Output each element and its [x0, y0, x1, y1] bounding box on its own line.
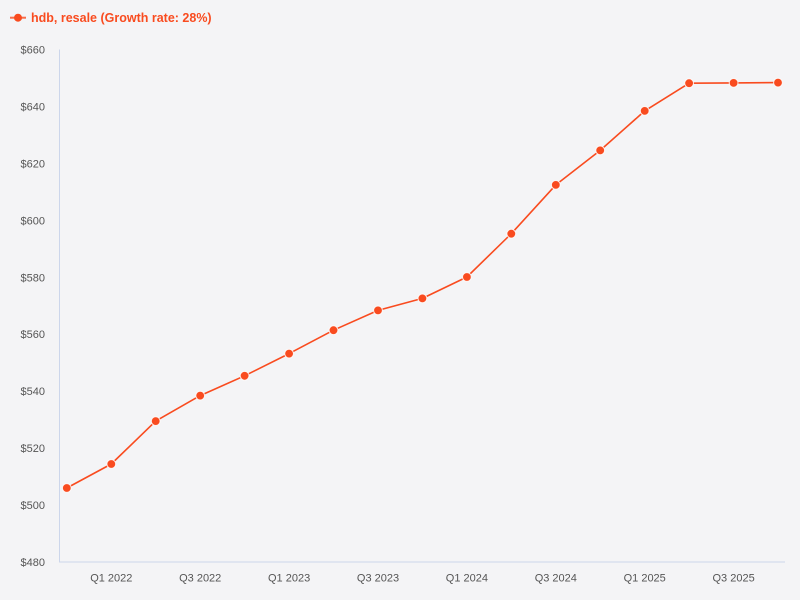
- svg-text:Q3 2025: Q3 2025: [712, 572, 754, 584]
- svg-text:Q1 2024: Q1 2024: [446, 572, 488, 584]
- svg-text:$660: $660: [21, 45, 45, 57]
- svg-text:$640: $640: [21, 102, 45, 114]
- svg-text:$560: $560: [21, 329, 45, 341]
- svg-text:Q3 2024: Q3 2024: [535, 572, 577, 584]
- svg-text:Q1 2023: Q1 2023: [268, 572, 310, 584]
- svg-text:$580: $580: [21, 272, 45, 284]
- svg-text:Q1 2025: Q1 2025: [624, 572, 666, 584]
- svg-text:$540: $540: [21, 386, 45, 398]
- svg-text:Q3 2022: Q3 2022: [179, 572, 221, 584]
- svg-text:Q1 2022: Q1 2022: [90, 572, 132, 584]
- svg-text:$500: $500: [21, 500, 45, 512]
- svg-text:hdb, resale (Growth rate: 28%): hdb, resale (Growth rate: 28%): [31, 11, 212, 25]
- svg-text:$600: $600: [21, 215, 45, 227]
- svg-text:$520: $520: [21, 443, 45, 455]
- svg-text:$480: $480: [21, 557, 45, 569]
- svg-text:Q3 2023: Q3 2023: [357, 572, 399, 584]
- svg-text:$620: $620: [21, 159, 45, 171]
